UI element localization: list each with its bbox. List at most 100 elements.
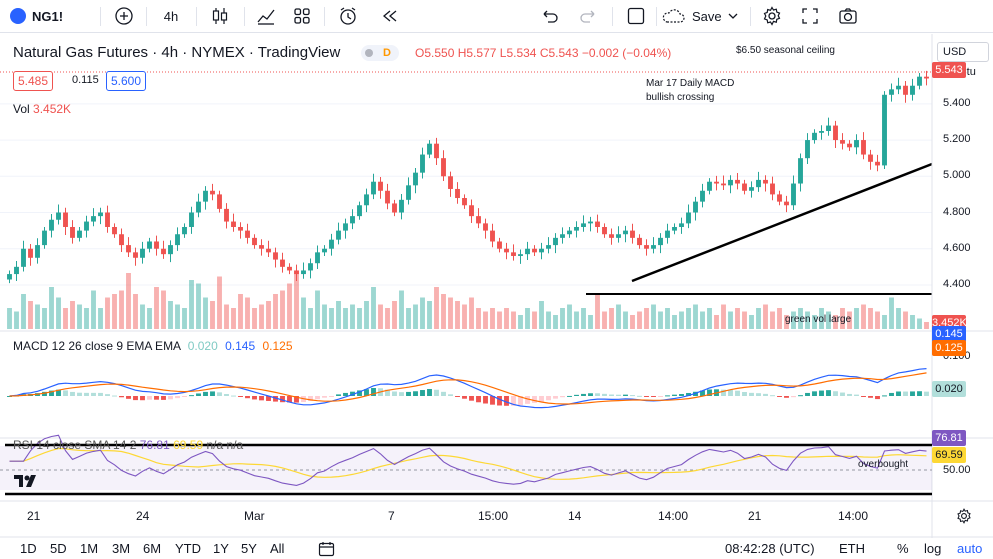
save-button[interactable]: Save	[660, 4, 742, 28]
volume-bar	[287, 283, 292, 329]
trendline-support[interactable]	[631, 162, 933, 283]
candle-body	[721, 183, 726, 186]
range-button[interactable]: 3M	[112, 541, 131, 556]
macd-hist-bar	[140, 396, 145, 401]
macd-hist-bar	[469, 396, 474, 401]
candle-body	[112, 226, 117, 235]
volume-bar	[469, 297, 474, 329]
macd-hist-bar	[413, 391, 418, 396]
candle-body	[217, 194, 222, 209]
session-toggle[interactable]: ETH	[839, 541, 865, 556]
macd-hist-bar	[245, 396, 250, 399]
log-toggle[interactable]: log	[924, 541, 942, 556]
volume-bar	[882, 315, 887, 329]
currency-selector[interactable]: USD	[937, 42, 989, 62]
macd-hist-bar	[735, 390, 740, 396]
macd-hist-bar	[238, 396, 243, 397]
macd-hist-bar	[553, 396, 558, 399]
green-vol-note[interactable]: green vol large	[785, 314, 852, 325]
save-label: Save	[692, 8, 722, 24]
macd-hist-bar	[119, 396, 124, 398]
ask-price-box[interactable]: 5.600	[106, 71, 147, 91]
volume-bar	[693, 304, 698, 329]
volume-bar	[140, 304, 145, 329]
symbol-search-button[interactable]: NG1!	[32, 4, 63, 28]
candle-body	[301, 270, 306, 275]
volume-bar	[189, 280, 194, 329]
candle-body	[553, 237, 558, 246]
macd-hist-bar	[868, 396, 873, 398]
candle-body	[189, 212, 194, 227]
chart-canvas[interactable]	[0, 34, 993, 538]
macd-crossing-note[interactable]: Mar 17 Daily MACD bullish crossing	[646, 77, 734, 105]
candle-body	[630, 230, 635, 238]
settings-gear-icon[interactable]	[760, 4, 784, 28]
candle-body	[896, 85, 901, 90]
alert-clock-icon[interactable]	[336, 4, 360, 28]
high-value: H5.577	[457, 46, 497, 60]
tradingview-logo[interactable]	[14, 473, 40, 489]
compare-plus-icon[interactable]	[112, 4, 136, 28]
volume-bar	[861, 304, 866, 329]
volume-bar	[434, 287, 439, 329]
auto-scale-toggle[interactable]: auto	[957, 541, 983, 556]
volume-bar	[14, 311, 19, 329]
redo-icon[interactable]	[576, 4, 600, 28]
volume-bar	[77, 304, 82, 329]
interval-button[interactable]: 4h	[158, 4, 184, 28]
volume-bar	[686, 308, 691, 329]
undo-icon[interactable]	[538, 4, 562, 28]
candle-body	[238, 226, 243, 231]
candle-body	[651, 245, 656, 249]
macd-hist-bar	[259, 396, 264, 401]
fullscreen-icon[interactable]	[798, 4, 822, 28]
status-pill[interactable]: D	[361, 45, 399, 61]
volume-bar	[98, 308, 103, 329]
macd-hist-bar	[203, 391, 208, 396]
time-tick-label: 24	[136, 509, 150, 523]
chart-settings-gear-icon[interactable]	[956, 508, 972, 527]
volume-bar	[413, 304, 418, 329]
macd-hist-bar	[63, 390, 68, 396]
range-button[interactable]: All	[270, 541, 285, 556]
indicators-icon[interactable]	[254, 4, 278, 28]
volume-bar	[350, 304, 355, 329]
candle-body	[476, 216, 481, 224]
volume-bar	[546, 311, 551, 329]
percent-toggle[interactable]: %	[897, 541, 909, 556]
date-range-calendar-icon[interactable]	[318, 541, 336, 559]
range-button[interactable]: 1M	[80, 541, 99, 556]
candle-body	[889, 89, 894, 95]
range-button[interactable]: 1Y	[213, 541, 229, 556]
range-button[interactable]: 5D	[50, 541, 67, 556]
macd-hist-bar	[651, 396, 656, 397]
time-tick-label: 14	[568, 509, 582, 523]
macd-hist-bar	[105, 394, 110, 396]
bottom-bar: 1D 5D 1M 3M 6M YTD 1Y 5Y All 08:42:28 (UTC) ETH …	[0, 538, 993, 559]
replay-rewind-icon[interactable]	[378, 4, 402, 28]
range-button[interactable]: 5Y	[241, 541, 257, 556]
rsi-legend: RSI 14 close SMA 14 2 76.81 69.59 n/a n/…	[13, 438, 243, 452]
volume-bar	[336, 301, 341, 329]
overbought-note[interactable]: overbought	[858, 459, 909, 470]
range-button[interactable]: YTD	[175, 541, 201, 556]
range-button[interactable]: 6M	[143, 541, 162, 556]
screenshot-camera-icon[interactable]	[836, 4, 860, 28]
clock-readout[interactable]: 08:42:28 (UTC)	[725, 541, 815, 556]
macd-hist-bar	[833, 391, 838, 396]
candle-body	[322, 248, 327, 253]
range-button[interactable]: 1D	[20, 541, 37, 556]
volume-bar	[735, 308, 740, 329]
candles-icon[interactable]	[208, 4, 232, 28]
bid-price-box[interactable]: 5.485	[13, 71, 54, 91]
layout-square-icon[interactable]	[624, 4, 648, 28]
candle-body	[175, 234, 180, 246]
templates-grid-icon[interactable]	[290, 4, 314, 28]
volume-bar	[119, 290, 124, 329]
toolbar-divider	[244, 7, 245, 26]
volume-bar	[329, 308, 334, 329]
rsi-sma-value: 69.59	[173, 438, 204, 452]
macd-hist-bar	[168, 396, 173, 400]
macd-hist-bar	[539, 396, 544, 402]
seasonal-ceiling-note[interactable]: $6.50 seasonal ceiling	[736, 45, 835, 56]
